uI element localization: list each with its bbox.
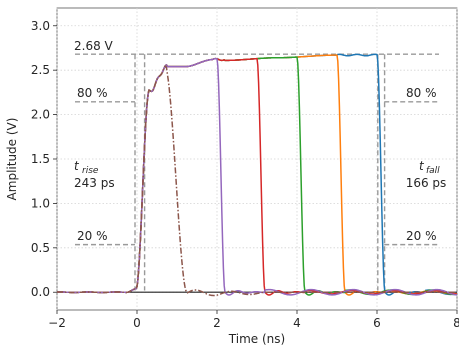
y-tick-label: 1.5 <box>31 152 50 166</box>
y-tick-label: 0.0 <box>31 285 50 299</box>
reference-lines <box>75 53 439 291</box>
y-tick-label: 3.0 <box>31 19 50 33</box>
t-fall-subscript: fall <box>426 166 440 176</box>
t-fall-value: 166 ps <box>406 176 447 190</box>
y-tick-label: 1.0 <box>31 196 50 210</box>
x-tick-label: 0 <box>133 316 141 330</box>
x-tick-label: 2 <box>213 316 221 330</box>
x-tick-label: −2 <box>48 316 66 330</box>
t-rise-value: 243 ps <box>74 176 115 190</box>
series-group <box>57 53 458 297</box>
ref-label-20-left: 20 % <box>77 229 108 243</box>
ref-label-80-right: 80 % <box>406 86 437 100</box>
x-tick-label: 6 <box>373 316 381 330</box>
ref-label-20-right: 20 % <box>406 229 437 243</box>
t-fall-symbol: t <box>419 159 425 173</box>
y-tick-label: 0.5 <box>31 241 50 255</box>
x-axis-label: Time (ns) <box>228 332 285 346</box>
ref-label-80-left: 80 % <box>77 86 108 100</box>
ref-label-top: 2.68 V <box>74 39 114 53</box>
t-rise-subscript: rise <box>82 166 99 176</box>
y-tick-label: 2.5 <box>31 63 50 77</box>
x-tick-label: 4 <box>293 316 301 330</box>
x-tick-label: 8 <box>453 316 459 330</box>
ticks: −2 0 2 4 6 8 0.0 0.5 1.0 1.5 2.0 2.5 3.0 <box>31 19 459 330</box>
y-tick-label: 2.0 <box>31 108 50 122</box>
series-line <box>57 65 457 297</box>
t-rise-symbol: t <box>74 159 80 173</box>
grid <box>56 8 458 310</box>
y-axis-label: Amplitude (V) <box>5 118 19 201</box>
